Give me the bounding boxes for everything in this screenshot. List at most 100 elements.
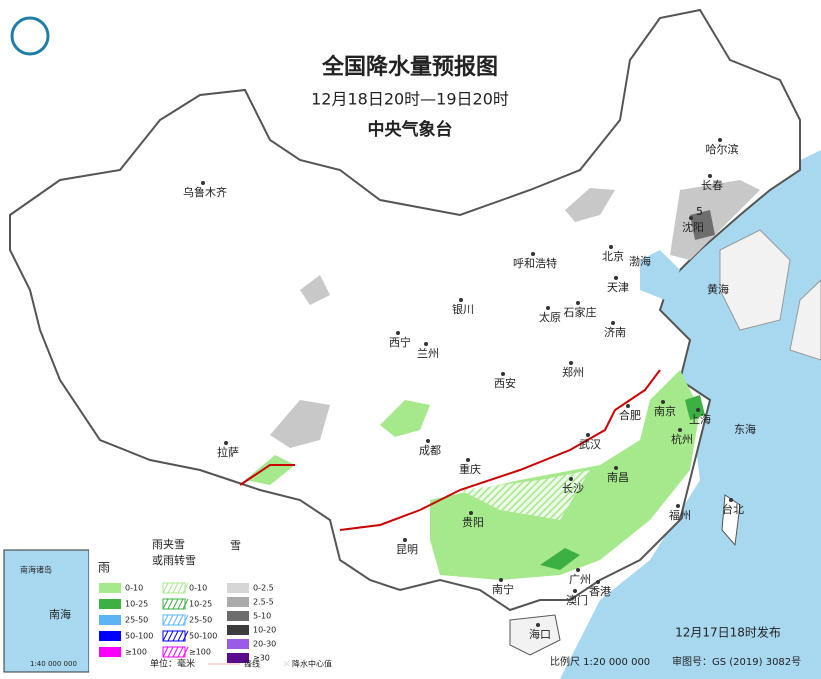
city-dot — [611, 321, 615, 325]
city-label: 南昌 — [607, 471, 629, 484]
legend-title: 雨夹雪 — [152, 538, 185, 551]
legend-label: 0-2.5 — [253, 584, 274, 593]
issued: 12月17日18时发布 — [675, 625, 781, 640]
legend-title: 雨 — [98, 561, 110, 575]
city-label: 昆明 — [396, 543, 418, 556]
city-label: 西安 — [494, 376, 516, 390]
hatch — [172, 582, 179, 594]
center-value: 5 — [696, 205, 703, 218]
mixed-area — [460, 470, 590, 520]
city-dot — [201, 181, 205, 185]
hatch — [167, 582, 174, 594]
city-dot — [224, 441, 228, 445]
scale: 比例尺 1:20 000 000 — [550, 655, 650, 668]
inset-frame — [3, 549, 90, 673]
hatch — [177, 630, 184, 642]
inset-title: 南海诸岛 — [20, 565, 52, 575]
sea-label: 东海 — [734, 422, 756, 436]
city-label: 福州 — [669, 508, 691, 522]
city-dot — [424, 342, 428, 346]
legend-unit: 单位：毫米 — [150, 658, 195, 670]
city-dot — [718, 138, 722, 142]
city-label: 天津 — [607, 281, 629, 294]
legend-label: 0-10 — [125, 584, 143, 593]
hatch — [167, 614, 174, 626]
taiwan — [721, 494, 741, 547]
legend-label: ≥30 — [253, 654, 270, 663]
city-dot — [696, 408, 700, 412]
sea-label: 渤海 — [629, 254, 651, 268]
city-dot — [531, 252, 535, 256]
city-label: 拉萨 — [217, 445, 239, 459]
legend-bg — [89, 540, 309, 676]
city-label: 长春 — [701, 179, 723, 192]
legend-swatch — [99, 631, 121, 641]
inset-scale: 1:40 000 000 — [30, 660, 77, 668]
logo — [10, 16, 50, 56]
legend-label: 25-50 — [125, 616, 148, 625]
city-label: 郑州 — [562, 365, 584, 379]
city-dot — [546, 306, 550, 310]
title: 全国降水量预报图 — [321, 54, 498, 80]
hatch — [162, 614, 169, 626]
hatch — [177, 582, 184, 594]
city-label: 石家庄 — [564, 305, 597, 319]
city-label: 合肥 — [619, 408, 641, 422]
legend-swatch — [227, 653, 249, 663]
city-dot — [609, 245, 613, 249]
land — [719, 229, 791, 331]
legend-title: 或雨转雪 — [152, 553, 196, 567]
city-label: 成都 — [419, 444, 441, 457]
hainan — [509, 614, 561, 656]
subtitle: 12月18日20时—19日20时 — [311, 90, 509, 109]
city-dot — [596, 580, 600, 584]
rain-area — [380, 400, 430, 437]
city-label: 贵阳 — [462, 516, 484, 529]
city-dot — [469, 511, 473, 515]
city-dot — [729, 498, 733, 502]
city-dot — [466, 458, 470, 462]
city-dot — [403, 538, 407, 542]
legend-center: 降水中心值 — [292, 659, 332, 669]
city-dot — [689, 216, 693, 220]
city-label: 呼和浩特 — [513, 256, 557, 270]
hatch — [177, 614, 184, 626]
front-line — [239, 369, 661, 531]
hatch — [162, 582, 169, 594]
city-dot — [396, 331, 400, 335]
snow-area — [690, 210, 715, 240]
city-label: 重庆 — [459, 462, 481, 476]
city-label: 南宁 — [492, 582, 514, 596]
hatch — [172, 614, 179, 626]
city-label: 哈尔滨 — [706, 142, 739, 156]
land — [789, 279, 821, 361]
city-dot — [501, 372, 505, 376]
city-dot — [426, 439, 430, 443]
legend-label: 5-10 — [253, 612, 271, 621]
legend-swatch — [227, 583, 249, 593]
legend-label: 25-50 — [189, 616, 212, 625]
sea-label: 黄海 — [707, 282, 729, 296]
city-label: 海口 — [529, 627, 551, 641]
city-label: 台北 — [722, 502, 744, 516]
city-label: 广州 — [569, 573, 591, 586]
city-label: 乌鲁木齐 — [183, 185, 227, 199]
city-label: 南京 — [654, 404, 676, 418]
sea-label: 南海 — [49, 607, 71, 621]
city-dot — [626, 404, 630, 408]
legend-swatch — [227, 639, 249, 649]
hatch — [162, 646, 169, 658]
hatch — [177, 598, 184, 610]
city-dot — [614, 466, 618, 470]
city-label: 上海 — [689, 412, 711, 426]
issuer: 中央气象台 — [368, 119, 453, 140]
city-dot — [499, 578, 503, 582]
legend-label: 10-25 — [125, 600, 148, 609]
city-label: 武汉 — [579, 438, 601, 451]
city-label: 兰州 — [417, 347, 439, 360]
legend-front: 锋线 — [244, 659, 260, 669]
city-dot — [569, 477, 573, 481]
city-label: 长沙 — [562, 482, 584, 495]
legend-label: ≥100 — [189, 648, 211, 657]
city-label: 澳门 — [566, 593, 588, 607]
